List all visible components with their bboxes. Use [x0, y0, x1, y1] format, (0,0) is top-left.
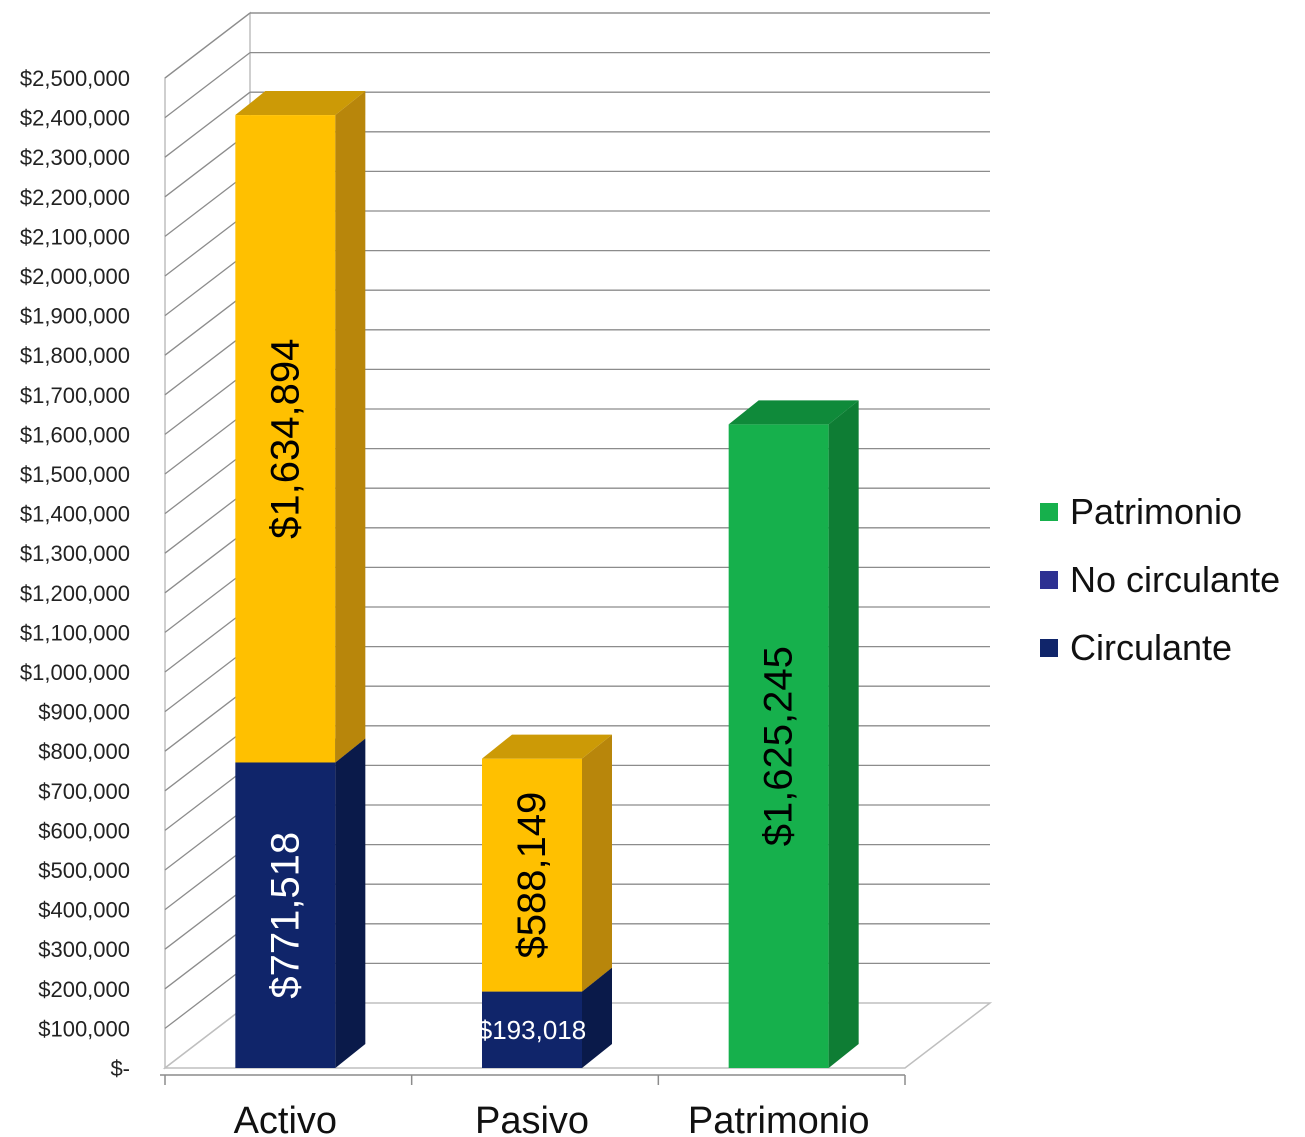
y-tick-label: $2,400,000	[20, 106, 130, 131]
gridline-diagonal	[164, 91, 251, 158]
legend-label-no-circulante: No circulante	[1070, 559, 1281, 600]
y-axis-tick-labels: $- $100,000 $200,000 $300,000 $400,000 $500,0…	[20, 66, 130, 1081]
bar-side-patrimonio-patrimonio	[828, 400, 859, 1069]
y-tick-label: $1,000,000	[20, 660, 130, 685]
bar-side-no-circulante-pasivo	[582, 734, 612, 992]
legend-swatch-circulante	[1040, 639, 1058, 657]
bars	[235, 91, 859, 1069]
y-tick-label: $1,200,000	[20, 581, 130, 606]
data-label-no-circulante-activo: $1,634,894	[263, 339, 307, 539]
y-tick-label: $1,100,000	[20, 620, 130, 645]
y-tick-label: $600,000	[38, 818, 130, 843]
y-tick-label: $700,000	[38, 779, 130, 804]
x-axis-category-labels: Activo Pasivo Patrimonio	[234, 1100, 870, 1137]
y-tick-label: $900,000	[38, 700, 130, 725]
y-tick-label: $2,100,000	[20, 224, 130, 249]
bar-circulante-pasivo	[482, 991, 582, 1068]
bar-top-no-circulante-activo	[235, 91, 366, 116]
data-labels: $771,518 $1,634,894 $193,018 $588,149 $1,625…	[263, 339, 800, 1045]
bar-circulante-activo	[235, 762, 336, 1068]
gridline-diagonal	[164, 52, 251, 119]
bar-top-patrimonio-patrimonio	[728, 400, 859, 425]
y-tick-label: $2,000,000	[20, 264, 130, 289]
legend-swatch-patrimonio	[1040, 503, 1058, 521]
data-label-no-circulante-pasivo: $588,149	[510, 792, 554, 959]
y-tick-label: $2,200,000	[20, 185, 130, 210]
legend-label-circulante: Circulante	[1070, 627, 1233, 668]
y-tick-label: $1,600,000	[20, 422, 130, 447]
x-tick-label-patrimonio: Patrimonio	[688, 1100, 870, 1137]
bar-side-circulante-activo	[335, 738, 366, 1068]
legend-item-patrimonio: Patrimonio	[1040, 478, 1280, 546]
y-tick-label: $100,000	[38, 1016, 130, 1041]
gridline-diagonal	[164, 12, 251, 79]
y-tick-label: $1,900,000	[20, 304, 130, 329]
bar-patrimonio-patrimonio	[728, 424, 829, 1069]
bar-side-circulante-pasivo	[582, 967, 612, 1068]
legend-item-no-circulante: No circulante	[1040, 546, 1280, 614]
legend: Patrimonio No circulante Circulante	[1040, 478, 1280, 682]
bar-top-no-circulante-pasivo	[482, 734, 612, 759]
x-tick-label-pasivo: Pasivo	[475, 1100, 589, 1137]
data-label-patrimonio-patrimonio: $1,625,245	[757, 646, 801, 846]
bar-no-circulante-activo	[235, 115, 336, 763]
data-label-circulante-activo: $771,518	[263, 832, 307, 999]
x-axis	[160, 1074, 906, 1085]
gridlines	[164, 12, 990, 1029]
y-tick-label: $1,400,000	[20, 502, 130, 527]
y-tick-label: $1,800,000	[20, 343, 130, 368]
bar-side-no-circulante-activo	[335, 91, 366, 763]
y-tick-label: $800,000	[38, 739, 130, 764]
y-tick-label: $-	[110, 1056, 130, 1081]
bar-no-circulante-pasivo	[482, 758, 582, 992]
y-tick-label: $2,300,000	[20, 145, 130, 170]
y-tick-label: $200,000	[38, 977, 130, 1002]
y-tick-label: $1,500,000	[20, 462, 130, 487]
y-tick-label: $500,000	[38, 858, 130, 883]
y-tick-label: $1,300,000	[20, 541, 130, 566]
legend-swatch-no-circulante	[1040, 571, 1058, 589]
x-tick-label-activo: Activo	[234, 1100, 337, 1137]
y-tick-label: $300,000	[38, 937, 130, 962]
legend-label-patrimonio: Patrimonio	[1070, 491, 1243, 532]
y-tick-label: $1,700,000	[20, 383, 130, 408]
legend-item-circulante: Circulante	[1040, 614, 1280, 682]
data-label-circulante-pasivo: $193,018	[478, 1015, 586, 1045]
y-tick-label: $2,500,000	[20, 66, 130, 91]
y-tick-label: $400,000	[38, 898, 130, 923]
